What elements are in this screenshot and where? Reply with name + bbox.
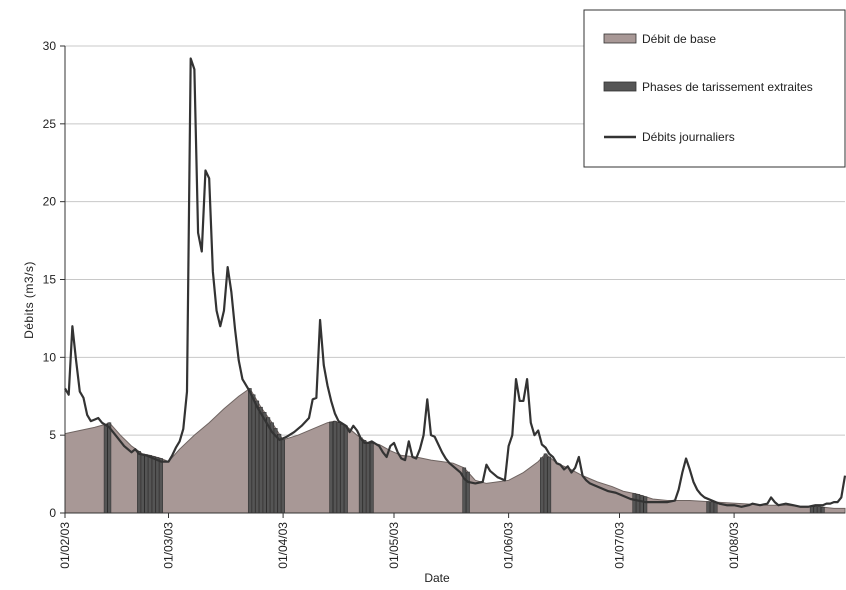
- recession-bar: [336, 422, 341, 514]
- y-tick-label: 15: [43, 273, 57, 287]
- axes-layer: 0 5 10 15 20 25 30 01/02/03 01/03/03 01/04/03 01/0…: [22, 39, 845, 585]
- recession-bar: [144, 454, 149, 514]
- recession-bar: [329, 421, 334, 514]
- recession-bar: [270, 422, 274, 514]
- legend-label-base-flow: Débit de base: [642, 32, 716, 46]
- recession-bar: [466, 471, 470, 514]
- y-tick-label: 5: [49, 428, 56, 442]
- recession-bar: [643, 496, 648, 514]
- base-flow-area: [64, 387, 846, 514]
- recession-bar: [255, 400, 260, 514]
- recession-bar: [103, 424, 108, 514]
- x-tick-label: 01/02/03: [58, 522, 72, 569]
- x-tick-label: 01/04/03: [276, 522, 290, 569]
- y-tick-label: 25: [43, 117, 57, 131]
- x-axis-title: Date: [424, 571, 450, 585]
- recession-bar: [462, 467, 467, 514]
- recession-bar: [140, 453, 145, 514]
- recession-bar: [273, 428, 278, 514]
- recession-bar: [820, 506, 825, 514]
- recession-bar: [151, 456, 156, 514]
- recession-bar: [344, 425, 348, 514]
- x-tick-label: 01/03/03: [162, 522, 176, 569]
- recession-bar: [358, 437, 363, 514]
- x-tick-label: 01/06/03: [502, 522, 516, 569]
- x-tick-label: 01/07/03: [613, 522, 627, 569]
- recession-bar: [366, 442, 370, 514]
- legend: Débit de base Phases de tarissement extr…: [583, 9, 846, 168]
- y-tick-label: 30: [43, 39, 57, 53]
- recession-bar: [277, 433, 282, 514]
- legend-label-recession: Phases de tarissement extraites: [642, 80, 813, 94]
- recession-bar: [137, 451, 141, 514]
- recession-bar: [155, 457, 160, 514]
- x-tick-label: 01/05/03: [387, 522, 401, 569]
- recession-bar: [547, 456, 552, 514]
- y-tick-label: 10: [43, 350, 57, 364]
- recession-bar: [636, 494, 640, 514]
- recession-bar: [340, 424, 345, 514]
- base-flow-area-layer: [64, 387, 846, 514]
- legend-swatch-recession: [603, 81, 637, 92]
- recession-bar: [281, 439, 285, 514]
- recession-bar: [817, 506, 821, 514]
- recession-bar: [369, 443, 374, 514]
- y-tick-label: 0: [49, 506, 56, 520]
- recession-bar: [251, 394, 256, 514]
- recession-bar: [710, 501, 714, 514]
- y-tick-label: 20: [43, 195, 57, 209]
- daily-flow-line-layer: [64, 57, 846, 508]
- recession-bar: [639, 495, 644, 514]
- recession-bar: [247, 388, 252, 514]
- recession-bar: [333, 420, 337, 514]
- x-tick-label: 01/08/03: [727, 522, 741, 569]
- recession-bar: [259, 406, 263, 514]
- recession-bar: [266, 417, 271, 514]
- recession-bar: [159, 458, 163, 514]
- recession-bar: [543, 453, 548, 514]
- recession-bar: [262, 412, 267, 514]
- recession-bar: [706, 501, 711, 514]
- y-axis-title: Débits (m3/s): [22, 261, 36, 339]
- recession-bar: [540, 457, 544, 514]
- recession-bar: [813, 506, 818, 514]
- recession-bar: [632, 493, 637, 514]
- recession-bar: [107, 422, 112, 514]
- recession-bar: [148, 455, 152, 514]
- recession-bar: [362, 440, 367, 514]
- recession-bar: [809, 506, 814, 514]
- legend-swatch-base-flow: [603, 33, 637, 44]
- legend-label-daily-flow: Débits journaliers: [642, 130, 735, 144]
- daily-flow-line: [64, 57, 846, 508]
